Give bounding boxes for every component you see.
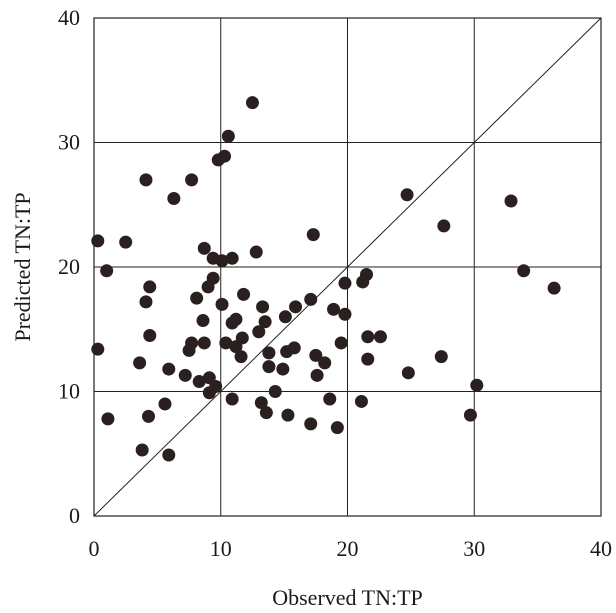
data-point-19: [185, 336, 199, 350]
x-tick-label-1: 10: [210, 536, 232, 561]
x-tick-label-2: 20: [337, 536, 359, 561]
data-point-5: [133, 356, 147, 370]
y-tick-label-0: 0: [69, 503, 80, 528]
y-axis-title: Predicted TN:TP: [10, 192, 35, 341]
data-point-42: [234, 350, 248, 364]
data-point-14: [162, 448, 176, 462]
data-point-66: [318, 356, 332, 370]
plot-area: [93, 17, 602, 517]
data-point-76: [361, 330, 375, 344]
data-point-30: [209, 380, 223, 394]
data-point-36: [221, 129, 235, 143]
data-point-46: [249, 245, 263, 259]
data-point-18: [185, 173, 199, 187]
data-point-48: [254, 396, 268, 410]
data-point-79: [400, 188, 414, 202]
data-point-21: [192, 375, 206, 389]
data-point-51: [259, 406, 273, 420]
data-point-50: [258, 315, 272, 329]
data-point-3: [101, 412, 115, 426]
data-point-82: [437, 219, 451, 233]
one-to-one-reference-line: [93, 17, 602, 517]
data-point-75: [360, 267, 374, 281]
data-point-13: [162, 362, 176, 376]
data-point-61: [304, 292, 318, 306]
data-point-8: [139, 295, 153, 309]
data-point-37: [225, 251, 239, 265]
data-point-58: [281, 408, 295, 422]
data-point-34: [218, 149, 232, 163]
data-point-69: [330, 421, 344, 435]
data-point-86: [517, 264, 531, 278]
data-point-68: [327, 302, 341, 316]
data-point-29: [206, 271, 220, 285]
data-point-52: [262, 346, 276, 360]
data-point-77: [361, 352, 375, 366]
data-point-85: [504, 194, 518, 208]
data-point-20: [190, 291, 204, 305]
data-point-67: [323, 392, 337, 406]
data-point-11: [143, 328, 157, 342]
y-tick-label-3: 30: [58, 130, 80, 155]
data-point-65: [310, 368, 324, 382]
data-point-53: [262, 360, 276, 374]
x-axis-ticks: 0 10 20 30 40: [89, 536, 613, 561]
x-tick-label-0: 0: [89, 536, 100, 561]
data-point-16: [178, 368, 192, 382]
y-tick-label-2: 20: [58, 254, 80, 279]
data-point-60: [289, 300, 303, 314]
data-point-45: [245, 96, 259, 110]
data-point-6: [135, 443, 149, 457]
data-point-4: [119, 235, 133, 249]
data-point-24: [197, 336, 211, 350]
data-point-70: [334, 336, 348, 350]
data-point-39: [225, 392, 239, 406]
x-tick-label-3: 30: [463, 536, 485, 561]
data-point-1: [91, 342, 105, 356]
data-point-22: [196, 314, 210, 328]
data-point-78: [373, 330, 387, 344]
data-point-72: [338, 307, 352, 321]
y-tick-label-4: 40: [58, 5, 80, 30]
data-point-55: [276, 362, 290, 376]
data-point-73: [354, 394, 368, 408]
data-point-9: [142, 409, 156, 423]
x-axis-title: Observed TN:TP: [272, 585, 423, 610]
x-tick-label-4: 40: [590, 536, 612, 561]
data-point-33: [215, 297, 229, 311]
data-point-7: [139, 173, 153, 187]
data-point-2: [100, 264, 114, 278]
data-point-87: [547, 281, 561, 295]
data-point-81: [434, 350, 448, 364]
data-point-15: [167, 192, 181, 206]
data-point-56: [278, 310, 292, 324]
y-axis-ticks: 0 10 20 30 40: [58, 5, 80, 528]
data-point-83: [463, 408, 477, 422]
data-point-32: [215, 254, 229, 268]
data-point-44: [237, 287, 251, 301]
data-point-35: [219, 336, 233, 350]
data-points: [91, 96, 561, 462]
data-point-0: [91, 234, 105, 248]
data-point-54: [268, 385, 282, 398]
data-point-49: [256, 300, 270, 314]
data-point-84: [470, 378, 484, 392]
data-point-62: [304, 417, 318, 431]
data-point-80: [401, 366, 415, 380]
data-point-64: [309, 348, 323, 362]
data-point-59: [287, 341, 301, 355]
data-point-71: [338, 276, 352, 290]
data-point-47: [252, 325, 266, 339]
y-tick-label-1: 10: [58, 379, 80, 404]
data-point-12: [158, 397, 172, 411]
data-point-23: [197, 241, 211, 255]
data-point-40: [229, 312, 243, 326]
data-point-43: [235, 331, 249, 345]
data-point-10: [143, 280, 157, 294]
data-point-63: [306, 228, 320, 242]
